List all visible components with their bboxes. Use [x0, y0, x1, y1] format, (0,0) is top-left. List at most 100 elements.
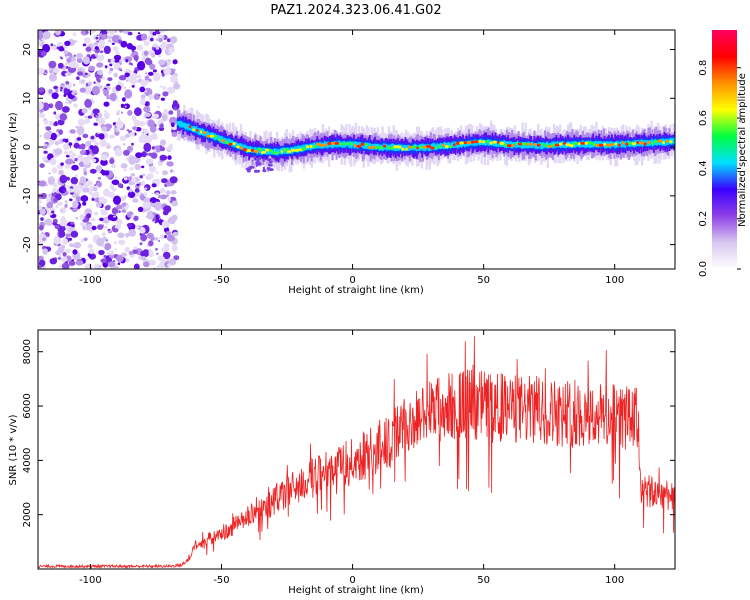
ridge-cell [385, 143, 387, 150]
ridge-peak [396, 145, 402, 149]
noise-speckle [92, 187, 98, 192]
ridge-peak [353, 143, 357, 147]
noise-speckle [62, 106, 70, 113]
ridge-peak [499, 141, 505, 145]
ridge-peak [282, 148, 289, 152]
ridge-cell [590, 141, 593, 148]
ridge-peak [654, 140, 659, 144]
ridge-peak [221, 139, 226, 143]
colorbar-label: Normalized spectral amplitude [737, 73, 748, 227]
noise-speckle [152, 69, 157, 73]
ridge-peak [587, 141, 593, 145]
ridge-peak [257, 148, 263, 151]
ridge-peak [463, 141, 467, 145]
noise-speckle [164, 235, 167, 239]
noise-speckle [160, 234, 165, 240]
noise-speckle [74, 40, 78, 43]
ridge-peak [486, 139, 489, 143]
noise-speckle [128, 155, 137, 165]
noise-speckle [161, 114, 168, 122]
noise-speckle [53, 124, 56, 127]
noise-speckle [60, 209, 63, 212]
noise-speckle [93, 122, 98, 126]
noise-speckle [107, 35, 112, 40]
y-tick-label: 4000 [22, 448, 33, 473]
noise-speckle [151, 183, 157, 188]
ridge-peak [334, 141, 340, 145]
ridge-peak [389, 146, 395, 150]
noise-speckle [107, 261, 116, 268]
ridge-cell [645, 140, 648, 147]
noise-speckle [116, 109, 121, 114]
noise-speckle [48, 139, 55, 146]
x-tick-label: -50 [213, 575, 229, 586]
noise-speckle [38, 180, 47, 187]
ridge-peak [665, 139, 669, 143]
noise-speckle [59, 113, 67, 121]
ridge-cell [460, 141, 463, 148]
noise-speckle [38, 225, 44, 231]
ridge-peak [657, 139, 663, 143]
noise-speckle [124, 56, 133, 62]
noise-speckle [161, 178, 168, 184]
noise-speckle [124, 105, 127, 108]
noise-speckle [150, 236, 155, 241]
noise-speckle [72, 249, 78, 255]
ridge-cell [260, 148, 262, 155]
ridge-tail [258, 156, 262, 160]
ridge-peak [533, 143, 537, 146]
noise-speckle [102, 217, 110, 224]
noise-speckle [59, 220, 67, 227]
noise-speckle [100, 54, 105, 59]
ridge-cell [282, 148, 284, 154]
noise-speckle [46, 69, 49, 72]
noise-speckle [74, 174, 78, 178]
ridge-peak [374, 146, 380, 149]
noise-speckle [112, 46, 119, 52]
ridge-peak [276, 151, 280, 155]
ridge-peak [638, 141, 645, 145]
noise-speckle [81, 108, 88, 114]
spectral-ridge [176, 105, 675, 173]
ridge-cell [433, 142, 435, 150]
ridge-cell [271, 149, 273, 155]
ridge-peak [286, 150, 292, 154]
noise-speckle [69, 198, 73, 202]
noise-speckle [130, 150, 133, 153]
noise-speckle [104, 170, 110, 176]
noise-speckle [152, 31, 157, 36]
ridge-peak [544, 144, 548, 148]
noise-speckle [170, 74, 178, 84]
ridge-peak [515, 141, 519, 145]
noise-speckle [48, 60, 57, 69]
ridge-peak [614, 142, 618, 146]
noise-speckle [71, 164, 79, 171]
noise-speckle [152, 72, 161, 82]
noise-speckle [109, 35, 111, 38]
ridge-peak [497, 140, 500, 144]
noise-speckle [152, 212, 156, 216]
noise-speckle [128, 188, 133, 193]
noise-speckle [161, 246, 170, 253]
noise-speckle [115, 129, 120, 133]
ridge-peak [610, 143, 614, 147]
noise-speckle [60, 162, 64, 166]
noise-speckle [94, 46, 99, 50]
noise-speckle [60, 256, 68, 263]
noise-speckle [142, 173, 146, 177]
ridge-peak [621, 141, 625, 145]
ridge-peak [407, 145, 413, 149]
ridge-peak [518, 142, 523, 146]
noise-speckle [128, 227, 131, 230]
noise-speckle [62, 44, 67, 48]
noise-speckle [82, 133, 89, 139]
ridge-cell [585, 141, 587, 149]
noise-speckle [137, 206, 144, 212]
noise-speckle [62, 188, 67, 192]
noise-speckle [166, 86, 175, 94]
ridge-peak [572, 141, 578, 145]
noise-speckle [125, 59, 129, 63]
noise-speckle [66, 176, 70, 181]
noise-speckle [95, 185, 99, 188]
ridge-peak [441, 143, 445, 147]
